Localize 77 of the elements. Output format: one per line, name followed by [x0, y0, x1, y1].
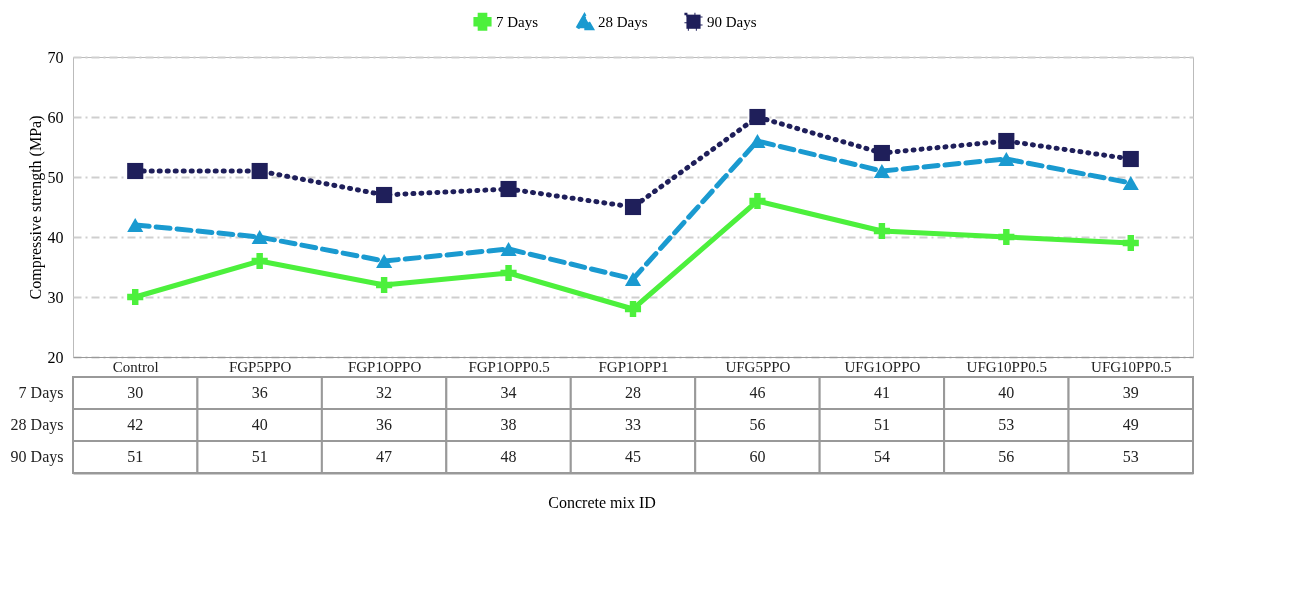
point [376, 254, 393, 268]
data-label: 49 [1122, 416, 1139, 433]
point [127, 162, 144, 180]
point [749, 192, 766, 210]
point [873, 164, 890, 178]
point [998, 132, 1015, 150]
point [251, 252, 268, 270]
x-tick-label: FGP1OPP0.5 [468, 358, 550, 375]
data-label: 28 [625, 384, 641, 401]
y-tick-label: 60 [47, 108, 64, 126]
point [127, 288, 144, 306]
data-label: 51 [127, 448, 144, 465]
point [500, 180, 517, 198]
legend-label: 7 Days [496, 13, 539, 30]
x-tick-label: UFG10PP0.5 [966, 358, 1048, 375]
point [1122, 150, 1139, 168]
data-label: 54 [873, 448, 890, 465]
point [624, 198, 642, 216]
point [873, 222, 890, 240]
text: 90 Days [10, 448, 64, 465]
data-label: 53 [1122, 448, 1139, 465]
data-label: 48 [500, 448, 517, 465]
point [749, 134, 766, 148]
data-label: 34 [500, 384, 517, 401]
data-label: 45 [625, 448, 641, 465]
point [251, 162, 268, 180]
data-label: 56 [749, 416, 766, 433]
data-label: 42 [127, 416, 144, 433]
x-tick-label: UFG5PPO [725, 358, 791, 375]
point [376, 186, 393, 204]
data-label: 40 [251, 416, 268, 433]
data-label: 51 [873, 416, 890, 433]
data-label: 47 [376, 448, 393, 465]
point [749, 108, 766, 126]
x-tick-label: FGP5PPO [228, 358, 292, 375]
data-label: 53 [998, 416, 1015, 433]
data-label: 36 [251, 384, 268, 401]
data-label: 32 [376, 384, 393, 401]
legend-label: 90 Days [707, 13, 757, 30]
x-tick-label: UFG10PP0.5 [1091, 358, 1172, 375]
y-tick-label: 70 [47, 48, 64, 66]
data-label: 33 [625, 416, 641, 433]
data-label: 38 [500, 416, 517, 433]
text: 28 Days [10, 416, 64, 433]
y-axis-title: Compressive strength (MPa) [26, 115, 45, 300]
x-tick-label: UFG1OPPO [844, 358, 921, 375]
y-tick-label: 30 [47, 288, 64, 306]
data-label: 41 [873, 384, 890, 401]
text: 7 Days [18, 384, 64, 401]
data-label: 36 [376, 416, 393, 433]
data-label: 51 [251, 448, 268, 465]
point [376, 276, 393, 294]
point [1122, 176, 1139, 190]
y-tick-label: 20 [47, 348, 64, 366]
point [251, 230, 268, 244]
data-label: 60 [749, 448, 766, 465]
data-label: 30 [127, 384, 144, 401]
x-tick-label: Control [112, 358, 159, 375]
point [873, 144, 890, 162]
point [624, 300, 642, 318]
legend-label: 28 Days [598, 14, 648, 31]
point [500, 242, 517, 256]
point [998, 228, 1015, 246]
point [998, 152, 1015, 166]
point [624, 272, 642, 286]
data-label: 56 [998, 448, 1015, 465]
data-label: 46 [749, 384, 766, 401]
text: Concrete mix ID [548, 493, 656, 511]
point [127, 218, 144, 232]
y-tick-label: 50 [47, 168, 64, 186]
x-tick-label: FGP1OPPO [347, 358, 422, 375]
point [1122, 234, 1139, 252]
y-tick-label: 40 [47, 228, 64, 246]
point [500, 264, 517, 282]
data-label: 39 [1122, 384, 1139, 401]
x-tick-label: FGP1OPP1 [598, 358, 669, 375]
data-label: 40 [998, 384, 1015, 401]
